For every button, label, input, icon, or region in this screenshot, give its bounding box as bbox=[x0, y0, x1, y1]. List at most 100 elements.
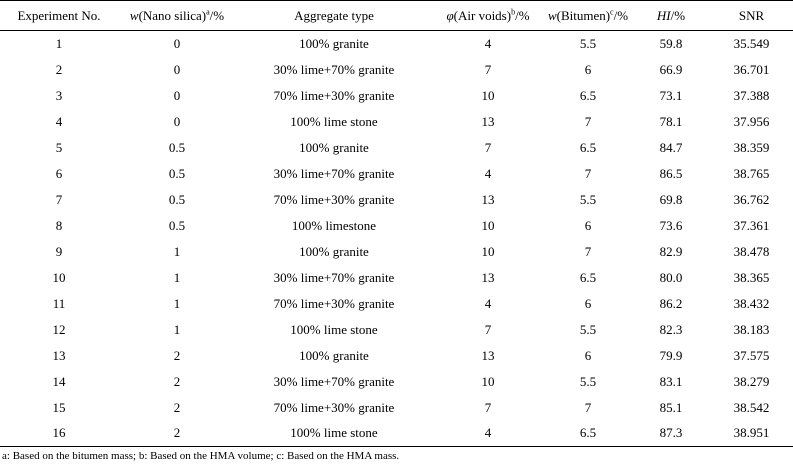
cell-hi: 80.0 bbox=[659, 269, 683, 285]
cell-aggregate-type: 30% lime+70% granite bbox=[273, 373, 395, 389]
cell-experiment-no: 9 bbox=[55, 243, 63, 259]
cell-bitumen: 6 bbox=[584, 61, 592, 77]
cell-hi: 73.6 bbox=[659, 217, 683, 233]
cell-snr: 37.388 bbox=[733, 87, 770, 103]
cell-nano-silica: 0 bbox=[173, 87, 181, 103]
table-body: 1 0 100% granite 4 5.5 59.8 35.549 2 0 30% lime+7… bbox=[0, 31, 793, 447]
cell-hi: 83.1 bbox=[659, 373, 683, 389]
cell-air-voids: 4 bbox=[484, 35, 492, 51]
table-row: 4 0 100% lime stone 13 7 78.1 37.956 bbox=[0, 109, 793, 135]
table-row: 9 1 100% granite 10 7 82.9 38.478 bbox=[0, 239, 793, 265]
cell-bitumen: 7 bbox=[584, 165, 592, 181]
header-hi: HI/% bbox=[632, 0, 710, 31]
table-row: 11 1 70% lime+30% granite 4 6 86.2 38.432 bbox=[0, 291, 793, 317]
header-air-voids-var: φ bbox=[446, 7, 454, 23]
cell-air-voids: 13 bbox=[481, 347, 495, 363]
table-row: 2 0 30% lime+70% granite 7 6 66.9 36.701 bbox=[0, 57, 793, 83]
cell-experiment-no: 7 bbox=[55, 191, 63, 207]
cell-hi: 85.1 bbox=[659, 399, 683, 415]
cell-air-voids: 7 bbox=[484, 139, 492, 155]
header-row: Experiment No. w(Nano silica)a/% Aggrega… bbox=[0, 0, 793, 31]
header-bitumen-unit: /% bbox=[613, 7, 629, 23]
cell-snr: 38.542 bbox=[733, 399, 770, 415]
cell-air-voids: 10 bbox=[481, 87, 495, 103]
header-nano-silica-unit: /% bbox=[209, 7, 225, 23]
header-bitumen-var: w bbox=[547, 7, 557, 23]
cell-nano-silica: 1 bbox=[173, 269, 181, 285]
cell-air-voids: 4 bbox=[484, 295, 492, 311]
cell-air-voids: 10 bbox=[481, 373, 495, 389]
cell-experiment-no: 4 bbox=[55, 113, 63, 129]
cell-air-voids: 7 bbox=[484, 61, 492, 77]
cell-nano-silica: 2 bbox=[118, 420, 236, 447]
cell-air-voids: 7 bbox=[484, 321, 492, 337]
cell-air-voids: 4 bbox=[432, 420, 544, 447]
cell-snr: 38.765 bbox=[733, 165, 770, 181]
cell-aggregate-type: 100% granite bbox=[299, 347, 369, 363]
cell-bitumen: 6 bbox=[584, 217, 592, 233]
cell-nano-silica: 0 bbox=[173, 61, 181, 77]
table-row: 3 0 70% lime+30% granite 10 6.5 73.1 37.388 bbox=[0, 83, 793, 109]
cell-nano-silica: 0 bbox=[173, 35, 181, 51]
cell-snr: 37.575 bbox=[733, 347, 770, 363]
cell-nano-silica: 0.5 bbox=[168, 139, 186, 155]
cell-bitumen: 6.5 bbox=[579, 87, 597, 103]
table-row: 15 2 70% lime+30% granite 7 7 85.1 38.542 bbox=[0, 395, 793, 421]
cell-hi: 73.1 bbox=[659, 87, 683, 103]
cell-snr: 35.549 bbox=[733, 35, 770, 51]
cell-aggregate-type: 70% lime+30% granite bbox=[273, 399, 395, 415]
header-experiment-no: Experiment No. bbox=[0, 0, 118, 31]
cell-nano-silica: 2 bbox=[173, 347, 181, 363]
cell-experiment-no: 8 bbox=[55, 217, 63, 233]
cell-experiment-no: 15 bbox=[52, 399, 66, 415]
cell-experiment-no: 2 bbox=[55, 61, 63, 77]
header-snr-label: SNR bbox=[738, 7, 765, 23]
cell-air-voids: 10 bbox=[481, 217, 495, 233]
header-hi-var: HI bbox=[656, 7, 671, 23]
cell-snr: 38.432 bbox=[733, 295, 770, 311]
header-air-voids-text: (Air voids) bbox=[453, 7, 512, 23]
table-row: 8 0.5 100% limestone 10 6 73.6 37.361 bbox=[0, 213, 793, 239]
cell-experiment-no: 3 bbox=[55, 87, 63, 103]
header-nano-silica-sup: a bbox=[206, 7, 210, 17]
cell-hi: 78.1 bbox=[659, 113, 683, 129]
cell-hi: 87.3 bbox=[632, 420, 710, 447]
cell-experiment-no: 1 bbox=[55, 35, 63, 51]
cell-bitumen: 5.5 bbox=[579, 373, 597, 389]
cell-nano-silica: 1 bbox=[173, 295, 181, 311]
cell-snr: 38.183 bbox=[733, 321, 770, 337]
cell-snr: 38.365 bbox=[733, 269, 770, 285]
cell-hi: 86.2 bbox=[659, 295, 683, 311]
header-bitumen-text: (Bitumen) bbox=[556, 7, 611, 23]
cell-aggregate-type: 100% lime stone bbox=[290, 113, 378, 129]
cell-snr: 38.951 bbox=[710, 420, 793, 447]
cell-nano-silica: 0 bbox=[173, 113, 181, 129]
cell-aggregate-type: 100% granite bbox=[299, 243, 369, 259]
cell-experiment-no: 11 bbox=[52, 295, 66, 311]
cell-hi: 59.8 bbox=[659, 35, 683, 51]
cell-aggregate-type: 100% granite bbox=[299, 139, 369, 155]
header-nano-silica-var: w bbox=[129, 7, 139, 23]
header-aggregate-type: Aggregate type bbox=[236, 0, 432, 31]
header-nano-silica: w(Nano silica)a/% bbox=[118, 0, 236, 31]
cell-experiment-no: 14 bbox=[52, 373, 66, 389]
cell-nano-silica: 1 bbox=[173, 243, 181, 259]
cell-bitumen: 6 bbox=[584, 295, 592, 311]
cell-hi: 86.5 bbox=[659, 165, 683, 181]
cell-experiment-no: 13 bbox=[52, 347, 66, 363]
cell-aggregate-type: 70% lime+30% granite bbox=[273, 191, 395, 207]
cell-bitumen: 6 bbox=[584, 347, 592, 363]
header-bitumen: w(Bitumen)c/% bbox=[544, 0, 632, 31]
header-air-voids: φ(Air voids)b/% bbox=[432, 0, 544, 31]
cell-experiment-no: 5 bbox=[55, 139, 63, 155]
cell-aggregate-type: 30% lime+70% granite bbox=[273, 61, 395, 77]
header-air-voids-sup: b bbox=[511, 7, 516, 17]
cell-hi: 69.8 bbox=[659, 191, 683, 207]
cell-snr: 38.279 bbox=[733, 373, 770, 389]
cell-bitumen: 5.5 bbox=[579, 191, 597, 207]
cell-snr: 37.956 bbox=[733, 113, 770, 129]
cell-nano-silica: 0.5 bbox=[168, 191, 186, 207]
cell-nano-silica: 2 bbox=[173, 399, 181, 415]
cell-snr: 38.478 bbox=[733, 243, 770, 259]
